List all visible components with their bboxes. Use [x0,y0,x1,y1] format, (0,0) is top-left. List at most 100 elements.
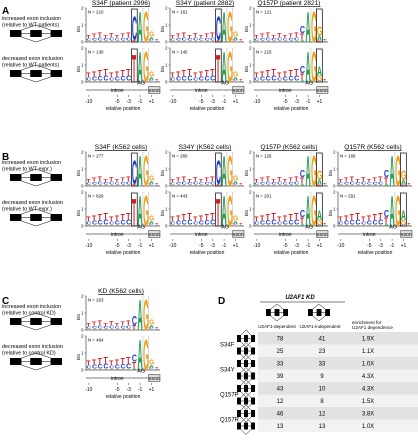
logo-glyph-T: T [126,176,131,183]
logo-glyph-G: G [395,187,400,236]
logo-glyph-G: G [317,220,322,227]
table-row [258,369,418,382]
logo-glyph-G: G [239,81,245,82]
sequence-logo: N = 126 [252,151,328,187]
logo-glyph-C: C [92,38,97,42]
logo-glyph-G: G [98,80,104,81]
logo-glyph-G: G [260,40,266,41]
logo-glyph-T: T [288,33,293,39]
logo-glyph-C: C [294,220,299,227]
x-tick-label: -10 [253,99,260,105]
logo-glyph-T: T [170,35,175,39]
cell-dependent: 46 [277,412,284,418]
panel-label-B: B [2,152,9,163]
splice-arc [240,404,252,410]
y-tick-label: 1 [333,167,336,172]
n-count-label: N = 130 [88,50,104,55]
ag-label: AG [305,81,313,87]
highlight-box [131,48,138,83]
logo-glyph-A: A [182,41,188,42]
logo-glyph-T: T [120,68,125,78]
logo-glyph-G: G [204,224,210,225]
highlight-box [131,152,138,187]
logo-glyph-G: G [86,40,92,41]
logo-glyph-T: T [86,360,91,367]
logo-glyph-C: C [109,77,115,82]
logo-glyph-A: A [86,225,92,226]
logo-glyph-G: G [149,360,154,367]
logo-glyph-A: A [210,225,216,226]
x-tick-label: +1 [233,243,239,249]
exon-diagram-icon [237,404,255,423]
logo-glyph-A: A [199,185,205,186]
logo-glyph-C: C [204,220,209,227]
cell-independent: 8 [320,399,324,405]
intron-label: intron [111,232,124,238]
logo-glyph-T: T [367,179,372,183]
logo-glyph-G: G [266,40,272,41]
splice-arc [21,24,51,31]
sequence-logo: N = 829 [84,191,160,227]
logo-glyph-C: C [109,37,115,41]
logo-glyph-T: T [103,323,108,328]
logo-glyph-C: C [187,220,192,227]
logo-glyph-A: A [378,185,384,186]
x-tick-label: -3 [294,99,299,105]
logo-glyph-A: A [132,369,137,371]
logo-glyph-G: G [170,80,176,81]
x-axis-label: relative position [274,106,309,112]
logo-glyph-A: A [199,225,205,226]
logo-glyph-G: G [254,184,260,185]
logo-glyph-T: T [355,212,359,222]
exon-block [251,372,255,380]
x-tick-label: -5 [199,99,204,105]
logo-glyph-T: T [149,41,155,42]
panel-label-D: D [218,296,225,307]
n-count-label: N = 443 [172,194,188,199]
logo-glyph-G: G [120,80,126,81]
logo-glyph-T: T [344,213,349,222]
logo-glyph-C: C [216,9,221,48]
logo-glyph-T: T [193,177,197,183]
logo-glyph-C: C [317,81,323,83]
logo-glyph-T: T [109,360,114,367]
logo-glyph-C: C [182,37,188,42]
logo-glyph-A: A [126,369,132,370]
logo-glyph-A: A [103,185,109,186]
logo-glyph-A: A [378,225,384,226]
logo-glyph-A: A [372,185,378,186]
table-row [258,419,418,432]
logo-glyph-A: A [170,41,176,42]
y-tick-label: 2 [249,6,252,11]
logo-glyph-T: T [233,185,239,186]
x-tick-label: -1 [306,243,311,249]
logo-glyph-C: C [176,38,181,42]
logo-glyph-A: A [92,329,98,330]
ag-label: AG [137,369,145,375]
logo-glyph-A: A [361,225,367,226]
logo-glyph-G: G [170,184,176,185]
logo-glyph-G: G [98,368,104,369]
y-tick-label: 0 [81,224,84,229]
logo-glyph-C: C [120,326,125,330]
x-tick-label: -5 [367,243,372,249]
logo-glyph-G: G [355,184,361,185]
logo-glyph-C: C [367,182,372,185]
logo-glyph-T: T [233,41,239,42]
logo-glyph-A: A [149,325,155,329]
exon-label: exon [149,88,160,94]
exon-block [237,360,241,367]
sequence-logo: N = 210 [84,7,160,43]
logo-glyph-A: A [138,43,143,92]
logo-glyph-A: A [120,81,126,82]
logo-glyph-G: G [187,40,193,41]
highlight-box [131,192,138,227]
exon-block [50,70,62,77]
y-axis-label: bits [328,210,333,217]
logo-glyph-G: G [86,328,92,329]
sequence-logo: N = 291 [336,191,412,227]
exon-block [10,70,22,77]
splice-arc [240,354,252,360]
exon-block [251,347,255,355]
logo-glyph-T: T [210,68,214,78]
